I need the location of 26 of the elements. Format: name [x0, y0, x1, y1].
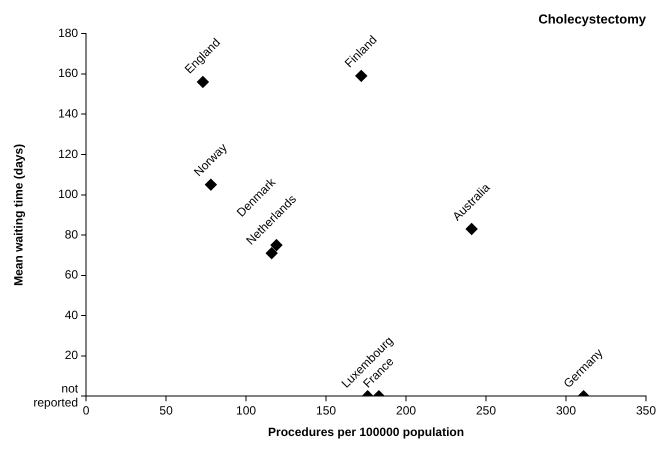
x-tick-label: 100 [236, 404, 256, 418]
point [196, 76, 209, 88]
point [204, 178, 217, 191]
x-tick-label: 300 [556, 404, 576, 418]
y-tick-label: 180 [58, 26, 78, 40]
x-tick-label: 200 [396, 404, 416, 418]
y-tick-label: 80 [64, 227, 78, 242]
y-tick-label: 40 [64, 308, 78, 322]
y-axis-title: Mean waiting time (days) [12, 144, 26, 286]
y-tick-label: 100 [58, 187, 78, 202]
x-tick-label: 150 [316, 404, 336, 418]
point [466, 223, 478, 235]
y-tick-label: 120 [58, 146, 78, 161]
y-tick-label: 140 [58, 106, 78, 120]
y-tick-label: 20 [64, 348, 78, 362]
x-tick-label: 0 [82, 404, 90, 418]
y-tick-label: not reported [33, 381, 79, 410]
x-tick-label: 50 [159, 404, 174, 418]
point [266, 247, 278, 260]
y-tick-label: 60 [64, 268, 78, 282]
chart-title: Cholecystectomy [538, 11, 647, 26]
x-axis-title: Procedures per 100000 population [268, 425, 464, 440]
x-tick-label: 350 [636, 404, 656, 418]
y-tick-label: 160 [58, 66, 78, 80]
x-tick-label: 250 [476, 404, 496, 418]
point [355, 70, 368, 82]
